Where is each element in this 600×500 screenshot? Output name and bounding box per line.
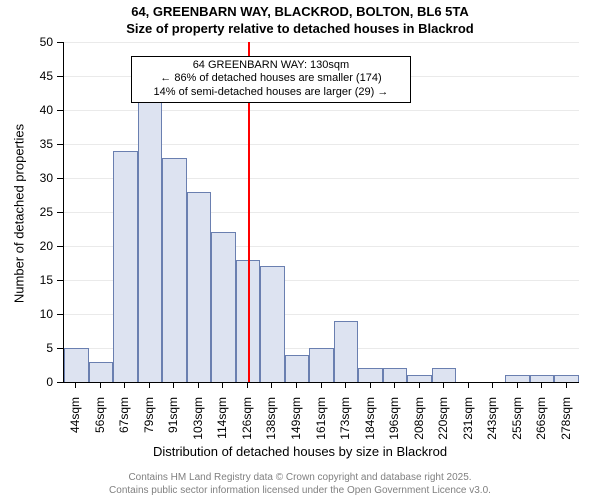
histogram-bar	[285, 355, 310, 382]
x-tick-label: 91sqm	[166, 397, 180, 457]
y-tick	[57, 280, 63, 281]
x-tick	[149, 382, 150, 388]
x-tick	[173, 382, 174, 388]
y-tick-label: 35	[23, 137, 53, 151]
annotation-line: 64 GREENBARN WAY: 130sqm	[138, 59, 404, 73]
x-tick-label: 103sqm	[191, 397, 205, 457]
x-tick-label: 149sqm	[289, 397, 303, 457]
x-tick	[566, 382, 567, 388]
x-tick	[222, 382, 223, 388]
y-tick-label: 20	[23, 239, 53, 253]
plot-area: 64 GREENBARN WAY: 130sqm← 86% of detache…	[63, 42, 579, 383]
x-tick-label: 278sqm	[559, 397, 573, 457]
y-tick-label: 5	[23, 341, 53, 355]
x-tick-label: 138sqm	[264, 397, 278, 457]
y-tick	[57, 42, 63, 43]
x-tick-label: 114sqm	[215, 397, 229, 457]
x-tick	[468, 382, 469, 388]
x-tick	[517, 382, 518, 388]
histogram-bar	[358, 368, 383, 382]
y-tick	[57, 246, 63, 247]
x-tick	[124, 382, 125, 388]
y-tick	[57, 110, 63, 111]
x-tick	[419, 382, 420, 388]
histogram-bar	[309, 348, 334, 382]
x-tick-label: 67sqm	[117, 397, 131, 457]
x-tick	[443, 382, 444, 388]
histogram-bar	[138, 96, 163, 382]
x-tick-label: 243sqm	[485, 397, 499, 457]
x-tick-label: 208sqm	[412, 397, 426, 457]
x-tick	[271, 382, 272, 388]
x-tick-label: 220sqm	[436, 397, 450, 457]
histogram-bar	[432, 368, 457, 382]
y-tick	[57, 144, 63, 145]
x-tick-label: 161sqm	[314, 397, 328, 457]
x-tick-label: 126sqm	[240, 397, 254, 457]
annotation-box: 64 GREENBARN WAY: 130sqm← 86% of detache…	[131, 56, 411, 103]
x-tick-label: 44sqm	[68, 397, 82, 457]
annotation-line: ← 86% of detached houses are smaller (17…	[138, 72, 404, 86]
x-tick-label: 231sqm	[461, 397, 475, 457]
x-tick	[75, 382, 76, 388]
y-tick-label: 45	[23, 69, 53, 83]
histogram-bar	[383, 368, 408, 382]
x-tick	[198, 382, 199, 388]
chart-title-line1: 64, GREENBARN WAY, BLACKROD, BOLTON, BL6…	[0, 4, 600, 19]
y-tick-label: 30	[23, 171, 53, 185]
annotation-line: 14% of semi-detached houses are larger (…	[138, 86, 404, 100]
x-tick	[492, 382, 493, 388]
x-tick-label: 56sqm	[93, 397, 107, 457]
x-tick	[345, 382, 346, 388]
x-tick	[321, 382, 322, 388]
histogram-bar	[334, 321, 359, 382]
x-tick	[296, 382, 297, 388]
y-tick-label: 15	[23, 273, 53, 287]
histogram-bar	[89, 362, 114, 382]
gridline	[64, 42, 579, 43]
histogram-bar	[407, 375, 432, 382]
y-tick	[57, 178, 63, 179]
y-tick-label: 40	[23, 103, 53, 117]
x-tick	[247, 382, 248, 388]
y-tick	[57, 314, 63, 315]
footer-line2: Contains public sector information licen…	[0, 485, 600, 496]
histogram-bar	[211, 232, 236, 382]
histogram-bar	[187, 192, 212, 382]
x-tick	[100, 382, 101, 388]
property-size-chart: 64, GREENBARN WAY, BLACKROD, BOLTON, BL6…	[0, 0, 600, 500]
histogram-bar	[554, 375, 579, 382]
histogram-bar	[113, 151, 138, 382]
y-tick	[57, 382, 63, 383]
x-tick	[541, 382, 542, 388]
y-tick-label: 10	[23, 307, 53, 321]
chart-title-line2: Size of property relative to detached ho…	[0, 21, 600, 36]
histogram-bar	[64, 348, 89, 382]
histogram-bar	[162, 158, 187, 382]
x-tick-label: 184sqm	[363, 397, 377, 457]
y-tick	[57, 348, 63, 349]
x-tick-label: 255sqm	[510, 397, 524, 457]
y-tick	[57, 76, 63, 77]
y-tick-label: 50	[23, 35, 53, 49]
histogram-bar	[530, 375, 555, 382]
x-tick	[370, 382, 371, 388]
footer-line1: Contains HM Land Registry data © Crown c…	[0, 472, 600, 483]
x-tick-label: 196sqm	[387, 397, 401, 457]
x-tick-label: 266sqm	[534, 397, 548, 457]
y-tick-label: 0	[23, 375, 53, 389]
histogram-bar	[260, 266, 285, 382]
y-tick-label: 25	[23, 205, 53, 219]
y-tick	[57, 212, 63, 213]
x-tick-label: 79sqm	[142, 397, 156, 457]
x-tick	[394, 382, 395, 388]
histogram-bar	[505, 375, 530, 382]
x-tick-label: 173sqm	[338, 397, 352, 457]
